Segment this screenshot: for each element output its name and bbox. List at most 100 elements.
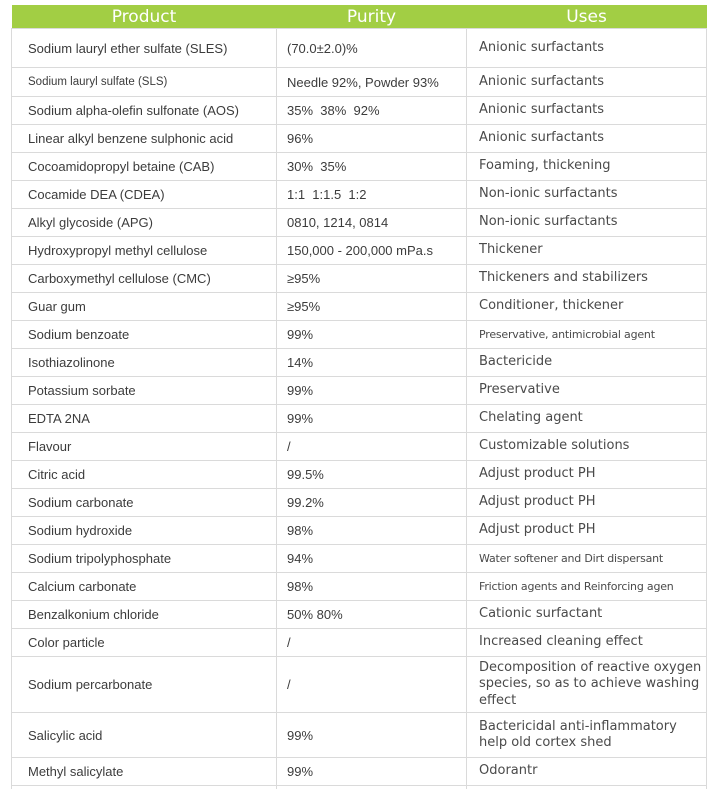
table-row: Sodium hydroxide 98% Adjust product PH — [11, 516, 707, 545]
table-header: Product Purity Uses — [11, 5, 707, 29]
table-row: Potassium sorbate 99% Preservative — [11, 376, 707, 405]
table-row: Sodium alpha-olefin sulfonate (AOS) 35% 3… — [11, 96, 707, 125]
product-cell: Carboxymethyl cellulose (CMC) — [11, 264, 277, 293]
purity-cell — [276, 785, 467, 789]
uses-cell: Adjust product PH — [466, 488, 707, 517]
column-header-product: Product — [11, 5, 277, 29]
product-cell: Sodium alpha-olefin sulfonate (AOS) — [11, 96, 277, 125]
uses-cell: Odorantr — [466, 757, 707, 786]
purity-cell: 99.2% — [276, 488, 467, 517]
table-row: Color particle / Increased cleaning effect — [11, 628, 707, 657]
table-row: Linear alkyl benzene sulphonic acid 96% An… — [11, 124, 707, 153]
product-cell: EDTA 2NA — [11, 404, 277, 433]
product-cell: Sodium lauryl ether sulfate (SLES) — [11, 28, 277, 68]
product-cell: Calcium carbonate — [11, 572, 277, 601]
table-row: Isothiazolinone 14% Bactericide — [11, 348, 707, 377]
product-cell: Sodium lauryl sulfate (SLS) — [11, 67, 277, 97]
purity-cell: 50% 80% — [276, 600, 467, 629]
product-cell: Potassium sorbate — [11, 376, 277, 405]
uses-cell: Adjust product PH — [466, 516, 707, 545]
table-body: Sodium lauryl ether sulfate (SLES) (70.0±… — [11, 28, 707, 786]
product-cell: Benzalkonium chloride — [11, 600, 277, 629]
table-row: Methyl salicylate 99% Odorantr — [11, 757, 707, 786]
table-row: Sodium lauryl ether sulfate (SLES) (70.0±… — [11, 28, 707, 68]
uses-cell: Chelating agent — [466, 404, 707, 433]
uses-cell: Decomposition of reactive oxygen species… — [466, 656, 707, 713]
table-row: Flavour / Customizable solutions — [11, 432, 707, 461]
table-row: Sodium lauryl sulfate (SLS) Needle 92%, P… — [11, 67, 707, 97]
product-cell: Hydroxypropyl methyl cellulose — [11, 236, 277, 265]
purity-cell: / — [276, 656, 467, 713]
table-row: Benzalkonium chloride 50% 80% Cationic sur… — [11, 600, 707, 629]
uses-cell: Increased cleaning effect — [466, 628, 707, 657]
product-cell: Cocamide DEA (CDEA) — [11, 180, 277, 209]
uses-cell: Preservative, antimicrobial agent — [466, 320, 707, 349]
product-cell: Methyl salicylate — [11, 757, 277, 786]
product-cell — [11, 785, 277, 789]
purity-cell: 30% 35% — [276, 152, 467, 181]
uses-cell: Preservative — [466, 376, 707, 405]
product-cell: Sodium percarbonate — [11, 656, 277, 713]
product-cell: Citric acid — [11, 460, 277, 489]
purity-cell: 150,000 - 200,000 mPa.s — [276, 236, 467, 265]
table-row: EDTA 2NA 99% Chelating agent — [11, 404, 707, 433]
purity-cell: 1:1 1:1.5 1:2 — [276, 180, 467, 209]
table-row: Alkyl glycoside (APG) 0810, 1214, 0814 Non… — [11, 208, 707, 237]
purity-cell: / — [276, 432, 467, 461]
table-row: Sodium percarbonate / Decomposition of rea… — [11, 656, 707, 713]
product-cell: Sodium carbonate — [11, 488, 277, 517]
uses-cell: Anionic surfactants — [466, 67, 707, 97]
purity-cell: 99% — [276, 376, 467, 405]
purity-cell: 14% — [276, 348, 467, 377]
uses-cell: Bactericide — [466, 348, 707, 377]
purity-cell: 94% — [276, 544, 467, 573]
product-cell: Isothiazolinone — [11, 348, 277, 377]
table-row: Sodium benzoate 99% Preservative, antimicr… — [11, 320, 707, 349]
purity-cell: 99% — [276, 320, 467, 349]
uses-cell: Adjust product PH — [466, 460, 707, 489]
purity-cell: Needle 92%, Powder 93% — [276, 67, 467, 97]
product-cell: Salicylic acid — [11, 712, 277, 758]
product-cell: Sodium tripolyphosphate — [11, 544, 277, 573]
product-cell: Sodium hydroxide — [11, 516, 277, 545]
header-row: Product Purity Uses — [11, 5, 707, 29]
table-row: Guar gum ≥95% Conditioner, thickener — [11, 292, 707, 321]
purity-cell: / — [276, 628, 467, 657]
uses-cell: Foaming, thickening — [466, 152, 707, 181]
column-header-uses: Uses — [466, 5, 707, 29]
purity-cell: ≥95% — [276, 292, 467, 321]
uses-cell: Thickener — [466, 236, 707, 265]
product-spec-table: Product Purity Uses Sodium lauryl ether … — [11, 5, 707, 789]
uses-cell: Anionic surfactants — [466, 96, 707, 125]
uses-cell: Friction agents and Reinforcing agen — [466, 572, 707, 601]
table-row: Citric acid 99.5% Adjust product PH — [11, 460, 707, 489]
table-row: Cocoamidopropyl betaine (CAB) 30% 35% Foam… — [11, 152, 707, 181]
purity-cell: (70.0±2.0)% — [276, 28, 467, 68]
uses-cell: Customizable solutions — [466, 432, 707, 461]
uses-cell: Bactericidal anti-inflammatory help old … — [466, 712, 707, 758]
table-row: Sodium tripolyphosphate 94% Water softener… — [11, 544, 707, 573]
uses-cell: Non-ionic surfactants — [466, 208, 707, 237]
uses-cell: Conditioner, thickener — [466, 292, 707, 321]
uses-cell: Anionic surfactants — [466, 124, 707, 153]
purity-cell: 99.5% — [276, 460, 467, 489]
product-cell: Linear alkyl benzene sulphonic acid — [11, 124, 277, 153]
purity-cell: 96% — [276, 124, 467, 153]
purity-cell: 99% — [276, 712, 467, 758]
product-cell: Flavour — [11, 432, 277, 461]
purity-cell: 99% — [276, 757, 467, 786]
product-cell: Cocoamidopropyl betaine (CAB) — [11, 152, 277, 181]
table-row: Hydroxypropyl methyl cellulose 150,000 - … — [11, 236, 707, 265]
table-row: Sodium carbonate 99.2% Adjust product PH — [11, 488, 707, 517]
uses-cell — [466, 785, 707, 789]
purity-cell: 0810, 1214, 0814 — [276, 208, 467, 237]
table-row: Carboxymethyl cellulose (CMC) ≥95% Thicken… — [11, 264, 707, 293]
table-row: Salicylic acid 99% Bactericidal anti-infla… — [11, 712, 707, 758]
purity-cell: 98% — [276, 572, 467, 601]
table-row-partial — [11, 785, 707, 789]
purity-cell: 35% 38% 92% — [276, 96, 467, 125]
purity-cell: 98% — [276, 516, 467, 545]
uses-cell: Thickeners and stabilizers — [466, 264, 707, 293]
uses-cell: Cationic surfactant — [466, 600, 707, 629]
